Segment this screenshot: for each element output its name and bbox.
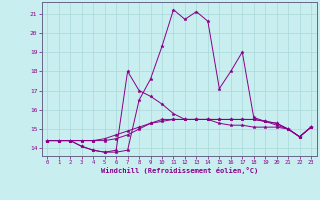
X-axis label: Windchill (Refroidissement éolien,°C): Windchill (Refroidissement éolien,°C) — [100, 167, 258, 174]
